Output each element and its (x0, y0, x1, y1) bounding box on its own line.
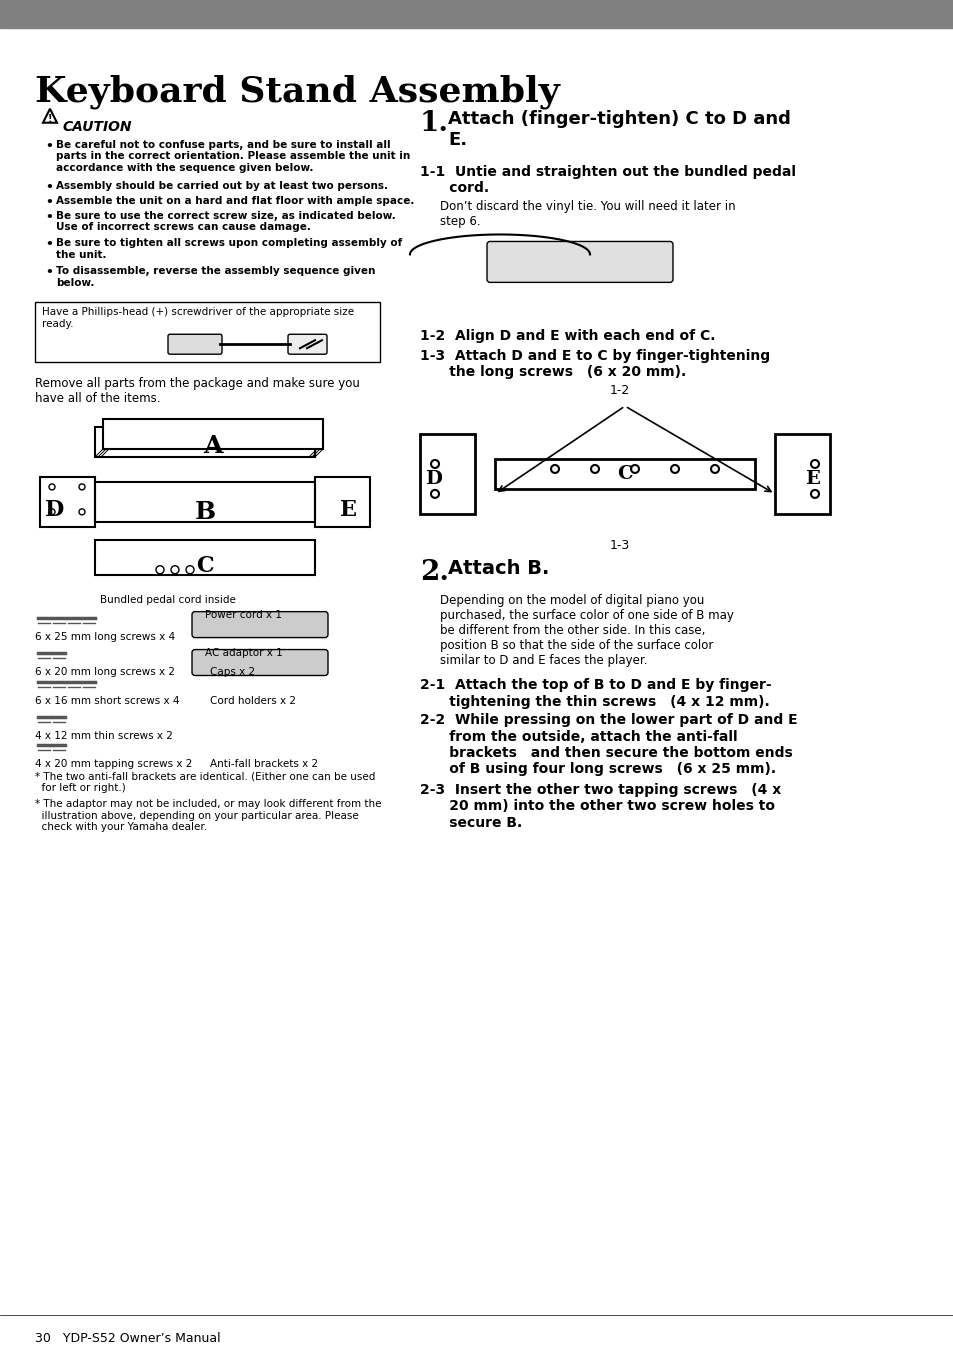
Text: Remove all parts from the package and make sure you
have all of the items.: Remove all parts from the package and ma… (35, 377, 359, 406)
Text: * The two anti-fall brackets are identical. (Either one can be used
  for left o: * The two anti-fall brackets are identic… (35, 771, 375, 793)
Text: E: E (339, 499, 356, 520)
Text: 2-3  Insert the other two tapping screws (4 x
      20 mm) into the other two sc: 2-3 Insert the other two tapping screws … (419, 783, 781, 829)
Text: D: D (424, 470, 441, 488)
Text: AC adaptor x 1: AC adaptor x 1 (205, 647, 282, 658)
Text: Anti-fall brackets x 2: Anti-fall brackets x 2 (210, 759, 317, 770)
Text: 4 x 12 mm thin screws x 2: 4 x 12 mm thin screws x 2 (35, 732, 172, 741)
Text: Keyboard Stand Assembly: Keyboard Stand Assembly (35, 75, 559, 109)
Text: D: D (45, 499, 64, 520)
Text: * The adaptor may not be included, or may look different from the
  illustration: * The adaptor may not be included, or ma… (35, 799, 381, 833)
FancyBboxPatch shape (103, 419, 323, 449)
Text: Be sure to use the correct screw size, as indicated below.
Use of incorrect scre: Be sure to use the correct screw size, a… (56, 210, 395, 232)
Text: 6 x 16 mm short screws x 4: 6 x 16 mm short screws x 4 (35, 697, 179, 706)
Text: •: • (45, 239, 52, 252)
Text: •: • (45, 267, 52, 279)
Text: 6 x 20 mm long screws x 2: 6 x 20 mm long screws x 2 (35, 666, 174, 677)
FancyBboxPatch shape (288, 334, 327, 355)
Text: To disassemble, reverse the assembly sequence given
below.: To disassemble, reverse the assembly seq… (56, 267, 375, 288)
Text: E: E (804, 470, 820, 488)
Text: CAUTION: CAUTION (62, 120, 132, 133)
Text: 2.: 2. (419, 559, 449, 586)
Text: B: B (194, 500, 215, 524)
Text: Assemble the unit on a hard and flat floor with ample space.: Assemble the unit on a hard and flat flo… (56, 195, 414, 205)
Text: •: • (45, 210, 52, 224)
Text: 30   YDP-S52 Owner’s Manual: 30 YDP-S52 Owner’s Manual (35, 1332, 220, 1345)
FancyBboxPatch shape (168, 334, 222, 355)
Text: Have a Phillips-head (+) screwdriver of the appropriate size
ready.: Have a Phillips-head (+) screwdriver of … (42, 307, 354, 329)
Text: 1.: 1. (419, 109, 449, 136)
Text: 1-1  Untie and straighten out the bundled pedal
      cord.: 1-1 Untie and straighten out the bundled… (419, 164, 795, 195)
Text: 2-1  Attach the top of B to D and E by finger-
      tightening the thin screws : 2-1 Attach the top of B to D and E by fi… (419, 678, 771, 709)
Text: 1-3: 1-3 (609, 539, 630, 551)
Text: 1-2  Align D and E with each end of C.: 1-2 Align D and E with each end of C. (419, 329, 715, 344)
FancyBboxPatch shape (192, 650, 328, 675)
Text: C: C (196, 555, 213, 577)
Text: Cord holders x 2: Cord holders x 2 (210, 697, 295, 706)
Text: A: A (203, 434, 222, 458)
Text: Attach (finger-tighten) C to D and
E.: Attach (finger-tighten) C to D and E. (448, 109, 790, 148)
Text: !: ! (48, 113, 52, 124)
Text: C: C (617, 465, 632, 483)
Text: 1-2: 1-2 (609, 384, 630, 398)
Text: Bundled pedal cord inside: Bundled pedal cord inside (100, 594, 235, 605)
Text: Attach B.: Attach B. (448, 559, 549, 578)
Text: •: • (45, 195, 52, 209)
Text: Depending on the model of digital piano you
purchased, the surface color of one : Depending on the model of digital piano … (439, 593, 733, 667)
Text: •: • (45, 181, 52, 194)
Text: 6 x 25 mm long screws x 4: 6 x 25 mm long screws x 4 (35, 632, 175, 642)
Text: Be careful not to confuse parts, and be sure to install all
parts in the correct: Be careful not to confuse parts, and be … (56, 140, 410, 173)
Text: Don’t discard the vinyl tie. You will need it later in
step 6.: Don’t discard the vinyl tie. You will ne… (439, 200, 735, 228)
Text: •: • (45, 140, 52, 152)
FancyBboxPatch shape (192, 612, 328, 638)
Text: Power cord x 1: Power cord x 1 (205, 609, 282, 620)
Text: 1-3  Attach D and E to C by finger-tightening
      the long screws (6 x 20 mm).: 1-3 Attach D and E to C by finger-tighte… (419, 349, 769, 379)
FancyBboxPatch shape (486, 241, 672, 282)
Text: 4 x 20 mm tapping screws x 2: 4 x 20 mm tapping screws x 2 (35, 759, 193, 770)
Text: Caps x 2: Caps x 2 (210, 666, 254, 677)
Text: 2-2  While pressing on the lower part of D and E
      from the outside, attach : 2-2 While pressing on the lower part of … (419, 713, 797, 776)
Bar (0, 0, 953, 28)
Text: Be sure to tighten all screws upon completing assembly of
the unit.: Be sure to tighten all screws upon compl… (56, 239, 402, 260)
Text: Assembly should be carried out by at least two persons.: Assembly should be carried out by at lea… (56, 181, 388, 190)
